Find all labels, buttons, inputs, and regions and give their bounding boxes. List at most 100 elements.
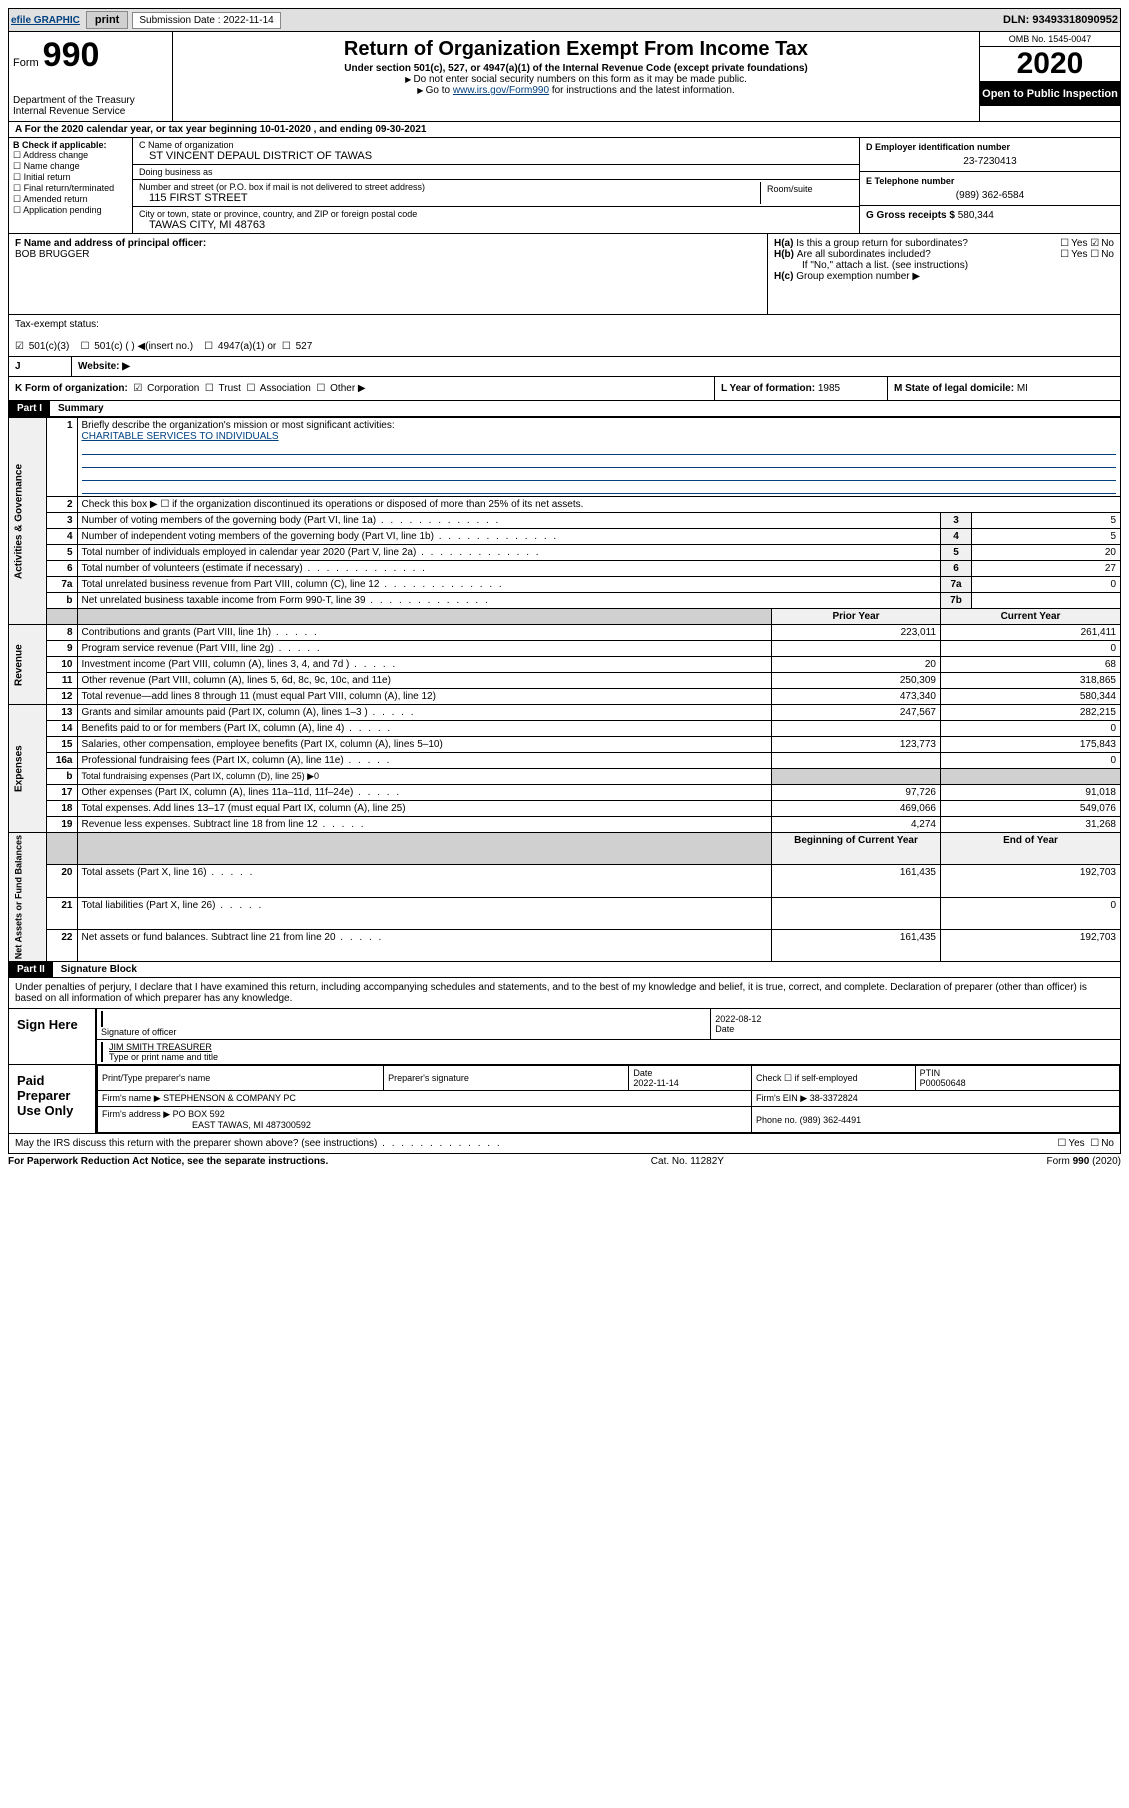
dba-label: Doing business as [139, 167, 853, 177]
efile-link[interactable]: efile GRAPHIC [11, 15, 80, 26]
firm-phone-label: Phone no. [756, 1115, 797, 1125]
line12-prior: 473,340 [772, 689, 941, 705]
firm-addr-value2: EAST TAWAS, MI 487300592 [102, 1120, 311, 1130]
line10-prior: 20 [772, 657, 941, 673]
hc-label: H(c) [774, 271, 793, 282]
subtitle-2b: Go to www.irs.gov/Form990 for instructio… [177, 85, 975, 96]
officer-name: BOB BRUGGER [15, 249, 761, 260]
prep-date-label: Date [633, 1068, 652, 1078]
line19-prior: 4,274 [772, 817, 941, 833]
line11-prior: 250,309 [772, 673, 941, 689]
col-current-year: Current Year [941, 609, 1121, 625]
chk-final-return[interactable]: Final return/terminated [13, 183, 128, 194]
instructions-link[interactable]: www.irs.gov/Form990 [453, 85, 549, 96]
submission-date: Submission Date : 2022-11-14 [132, 12, 280, 29]
hb-yes[interactable] [1060, 249, 1071, 260]
gross-receipts-value: 580,344 [958, 210, 994, 221]
tax-year: 2020 [980, 47, 1120, 82]
org-name: ST VINCENT DEPAUL DISTRICT OF TAWAS [139, 150, 853, 162]
line20-text: Total assets (Part X, line 16) [77, 865, 772, 897]
sign-here-block: Sign Here Signature of officer 2022-08-1… [8, 1009, 1121, 1065]
dln-label: DLN: 93493318090952 [1003, 14, 1118, 26]
col-prior-year: Prior Year [772, 609, 941, 625]
hc-text: Group exemption number ▶ [796, 271, 920, 282]
irs-discuss-text: May the IRS discuss this return with the… [15, 1138, 1057, 1149]
chk-501c3[interactable] [15, 341, 26, 352]
chk-initial-return[interactable]: Initial return [13, 172, 128, 183]
j-label: J [15, 361, 21, 372]
prep-self-employed[interactable]: Check ☐ if self-employed [752, 1066, 916, 1091]
chk-association[interactable] [246, 383, 257, 394]
prep-name-label: Print/Type preparer's name [98, 1066, 384, 1091]
line20-prior: 161,435 [772, 865, 941, 897]
chk-other[interactable] [316, 383, 327, 394]
form-org-label: K Form of organization: [15, 383, 128, 394]
line22-text: Net assets or fund balances. Subtract li… [77, 929, 772, 961]
part1-title: Summary [50, 403, 104, 414]
ha-yes[interactable] [1060, 238, 1071, 249]
page-footer: For Paperwork Reduction Act Notice, see … [8, 1154, 1121, 1167]
vlabel-revenue: Revenue [9, 625, 47, 705]
irs-discuss-yes[interactable] [1057, 1138, 1068, 1149]
department-label: Department of the Treasury Internal Reve… [13, 95, 168, 117]
vlabel-governance: Activities & Governance [9, 418, 47, 625]
website-label: Website: ▶ [78, 361, 130, 372]
footer-right: Form 990 (2020) [1047, 1156, 1121, 1167]
part2-title: Signature Block [53, 964, 137, 975]
chk-corporation[interactable] [133, 383, 144, 394]
street-value: 115 FIRST STREET [139, 192, 760, 204]
irs-discuss-no[interactable] [1090, 1138, 1101, 1149]
line7a-val: 0 [972, 577, 1121, 593]
line4-text: Number of independent voting members of … [77, 529, 941, 545]
prep-ptin-label: PTIN [920, 1068, 941, 1078]
mission-text[interactable]: CHARITABLE SERVICES TO INDIVIDUALS [82, 431, 279, 442]
line15-curr: 175,843 [941, 737, 1121, 753]
state-domicile-label: M State of legal domicile: [894, 383, 1014, 394]
chk-amended-return[interactable]: Amended return [13, 194, 128, 205]
prep-sig-label: Preparer's signature [384, 1066, 629, 1091]
footer-cat-no: Cat. No. 11282Y [328, 1156, 1046, 1167]
chk-4947[interactable] [204, 341, 215, 352]
chk-name-change[interactable]: Name change [13, 161, 128, 172]
line16b-curr [941, 769, 1121, 785]
preparer-block: Paid Preparer Use Only Print/Type prepar… [8, 1065, 1121, 1134]
print-button[interactable]: print [86, 11, 128, 29]
hb-no[interactable] [1090, 249, 1101, 260]
prep-ptin-value: P00050648 [920, 1078, 966, 1088]
form-title: Return of Organization Exempt From Incom… [177, 38, 975, 61]
form-word: Form [13, 57, 39, 69]
ha-no[interactable] [1090, 238, 1101, 249]
chk-501c[interactable] [80, 341, 91, 352]
firm-ein-label: Firm's EIN ▶ [756, 1093, 807, 1103]
line8-text: Contributions and grants (Part VIII, lin… [77, 625, 772, 641]
line19-text: Revenue less expenses. Subtract line 18 … [77, 817, 772, 833]
line13-prior: 247,567 [772, 705, 941, 721]
chk-trust[interactable] [205, 383, 216, 394]
phone-value: (989) 362-6584 [866, 186, 1114, 201]
line10-text: Investment income (Part VIII, column (A)… [77, 657, 772, 673]
line20-curr: 192,703 [941, 865, 1121, 897]
chk-application-pending[interactable]: Application pending [13, 205, 128, 216]
phone-label: E Telephone number [866, 176, 1114, 186]
line7a-text: Total unrelated business revenue from Pa… [77, 577, 941, 593]
line18-curr: 549,076 [941, 801, 1121, 817]
q1-text: Briefly describe the organization's miss… [82, 420, 395, 431]
footer-left: For Paperwork Reduction Act Notice, see … [8, 1156, 328, 1167]
firm-name-label: Firm's name ▶ [102, 1093, 161, 1103]
year-formation-label: L Year of formation: [721, 383, 815, 394]
line18-prior: 469,066 [772, 801, 941, 817]
line9-text: Program service revenue (Part VIII, line… [77, 641, 772, 657]
irs-discuss-row: May the IRS discuss this return with the… [8, 1134, 1121, 1154]
part2-badge: Part II [9, 962, 53, 977]
hb-text: Are all subordinates included? [797, 249, 1060, 260]
year-formation-value: 1985 [818, 383, 840, 394]
sig-name-label: Type or print name and title [109, 1052, 218, 1062]
hb-label: H(b) [774, 249, 794, 260]
line7b-val [972, 593, 1121, 609]
form-number: 990 [43, 36, 100, 75]
line8-curr: 261,411 [941, 625, 1121, 641]
chk-527[interactable] [282, 341, 293, 352]
chk-address-change[interactable]: Address change [13, 150, 128, 161]
line16b-text: Total fundraising expenses (Part IX, col… [77, 769, 772, 785]
form-header: Form 990 Department of the Treasury Inte… [8, 32, 1121, 122]
